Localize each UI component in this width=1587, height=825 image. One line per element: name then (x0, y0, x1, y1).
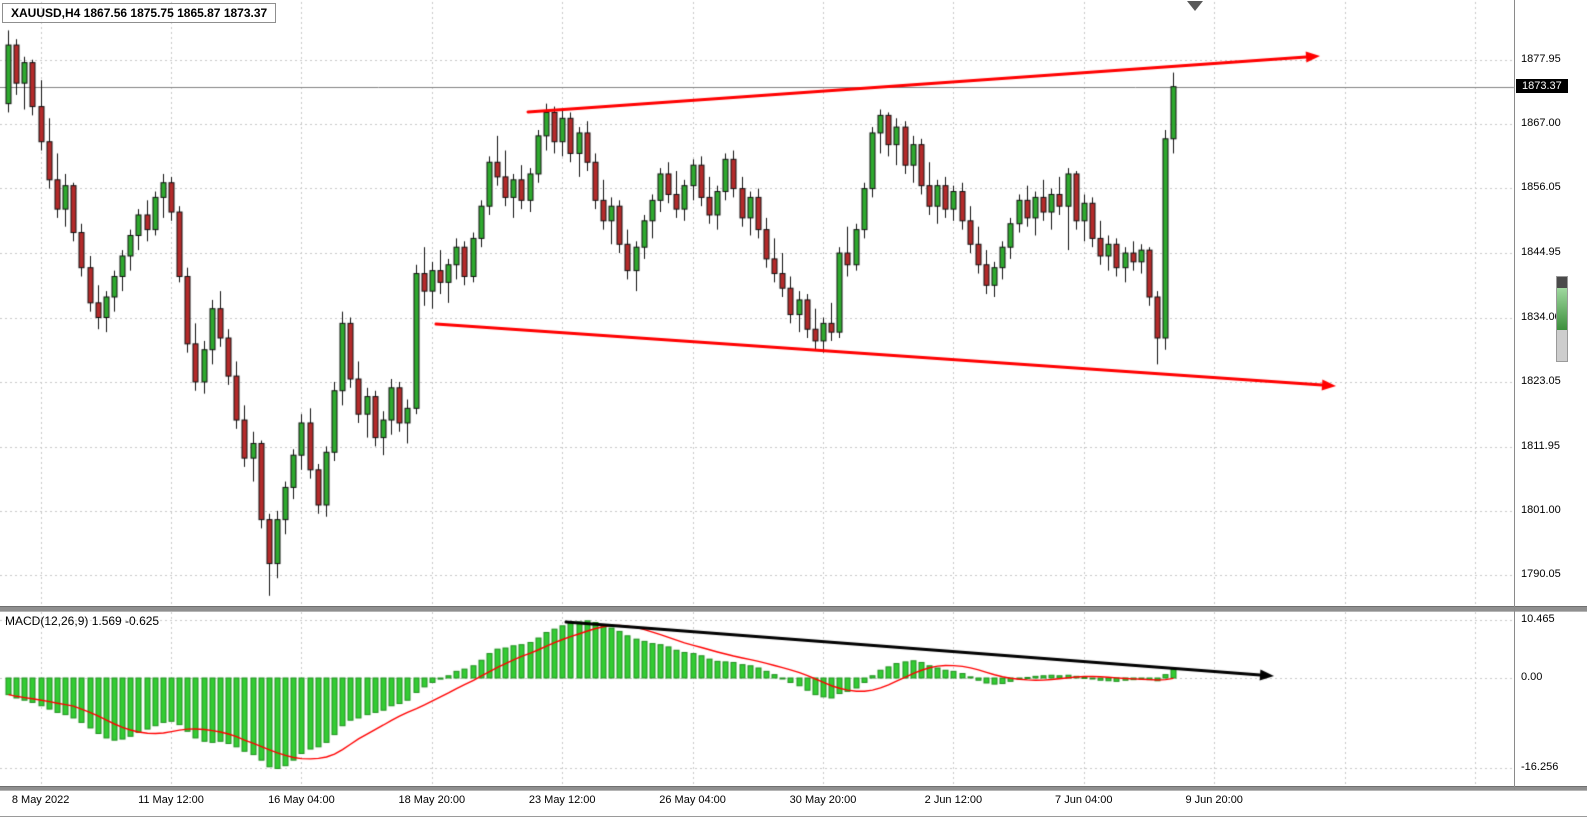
scrollbar-track[interactable] (1557, 330, 1567, 361)
time-axis-label: 11 May 12:00 (138, 794, 204, 806)
current-price-tag: 1873.37 (1516, 78, 1568, 93)
pane-divider[interactable] (0, 606, 1587, 612)
current-price-text: 1873.37 (1522, 79, 1562, 92)
ohlc-readout-text: XAUUSD,H4 1867.56 1875.75 1865.87 1873.3… (11, 6, 268, 20)
time-axis-label: 7 Jun 04:00 (1055, 794, 1113, 806)
macd-axis-label: 10.465 (1521, 612, 1555, 625)
time-axis-label: 9 Jun 20:00 (1185, 794, 1243, 806)
time-axis-label: 26 May 04:00 (659, 794, 726, 806)
time-axis-label: 23 May 12:00 (528, 794, 596, 806)
price-axis-label: 1801.00 (1521, 503, 1561, 516)
chart-shift-marker-icon[interactable] (1187, 1, 1203, 11)
window-bottom-border (0, 816, 1587, 817)
vertical-scrollbar[interactable] (1556, 276, 1568, 362)
price-axis-separator (1514, 0, 1515, 790)
price-axis-label: 1867.00 (1521, 117, 1561, 130)
time-axis-label: 16 May 04:00 (268, 794, 335, 806)
price-axis[interactable]: 1877.95 1867.00 1856.05 1844.95 1834.00 1823.… (1514, 0, 1587, 790)
time-axis-label: 30 May 20:00 (789, 794, 857, 806)
price-axis-label: 1834.00 (1521, 310, 1561, 323)
time-axis-label: 2 Jun 12:00 (924, 794, 983, 806)
price-axis-label: 1811.95 (1521, 439, 1560, 452)
time-axis-label: 8 May 2022 (11, 794, 70, 806)
pane-divider[interactable] (0, 786, 1587, 791)
macd-indicator-label: MACD(12,26,9) 1.569 -0.625 (5, 614, 159, 628)
macd-axis-label: -16.256 (1521, 761, 1559, 774)
price-axis-label: 1877.95 (1521, 53, 1561, 65)
macd-indicator-text: MACD(12,26,9) 1.569 -0.625 (5, 614, 160, 628)
macd-axis-label: 0.00 (1521, 671, 1543, 683)
scrollbar-button[interactable] (1557, 277, 1567, 288)
time-axis[interactable]: 8 May 2022 11 May 12:00 16 May 04:00 18 May… (0, 790, 1587, 818)
time-axis-label: 18 May 20:00 (398, 794, 466, 806)
ohlc-readout: XAUUSD,H4 1867.56 1875.75 1865.87 1873.3… (2, 3, 277, 23)
scrollbar-thumb[interactable] (1557, 288, 1567, 330)
price-axis-label: 1823.05 (1521, 374, 1561, 387)
price-axis-label: 1790.05 (1521, 568, 1561, 580)
price-axis-label: 1856.05 (1521, 181, 1561, 194)
price-axis-label: 1844.95 (1521, 246, 1561, 259)
